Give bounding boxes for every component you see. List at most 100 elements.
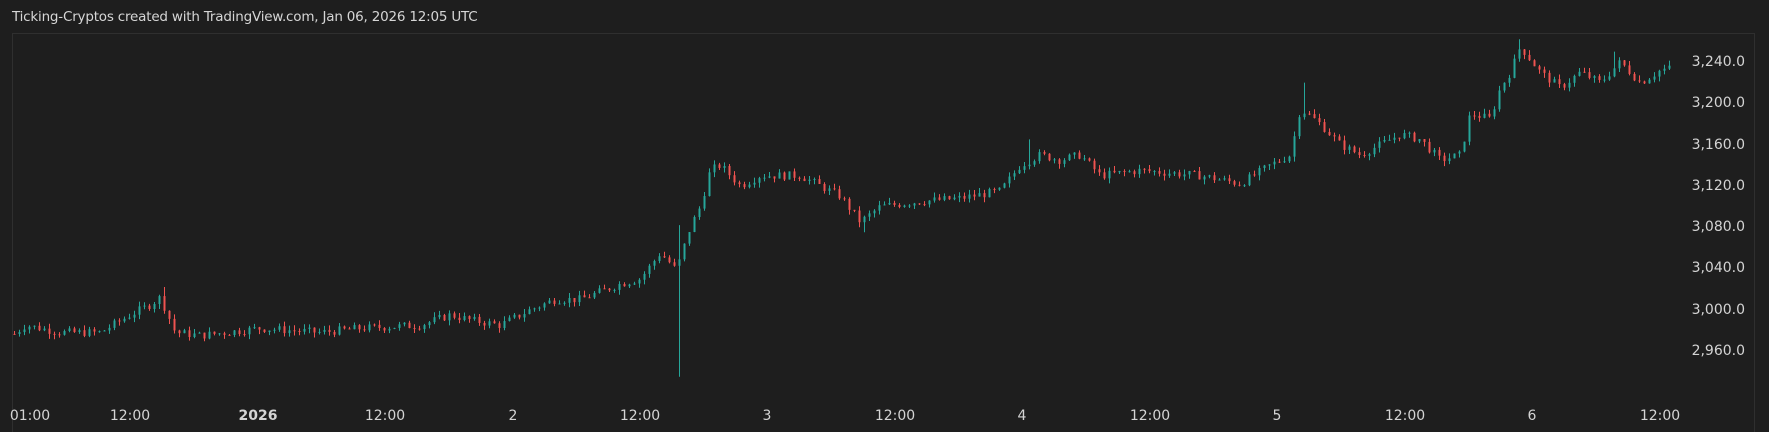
- candle-body: [488, 321, 491, 326]
- candle-body: [938, 197, 941, 200]
- candle-body: [328, 329, 331, 332]
- candle-body: [903, 205, 906, 207]
- candle-body: [1413, 132, 1416, 142]
- candle-body: [1083, 158, 1086, 160]
- candle-body: [48, 328, 51, 334]
- candle-body: [1378, 141, 1381, 148]
- candle-body: [878, 205, 881, 211]
- candle-body: [498, 323, 501, 328]
- candle-body: [1638, 80, 1641, 82]
- candle-body: [698, 208, 701, 218]
- candle-body: [1338, 136, 1341, 141]
- candle-body: [288, 330, 291, 334]
- candle-body: [253, 327, 256, 329]
- candle-body: [928, 200, 931, 205]
- candle-body: [983, 193, 986, 198]
- candle-body: [1333, 135, 1336, 137]
- candle-body: [213, 331, 216, 334]
- candle-body: [1658, 70, 1661, 77]
- candle-body: [563, 302, 566, 304]
- candle-body: [1113, 170, 1116, 173]
- candle-body: [298, 330, 301, 332]
- candle-body: [793, 171, 796, 178]
- candle-body: [163, 296, 166, 311]
- candle-body: [188, 330, 191, 338]
- candle-body: [1158, 171, 1161, 174]
- candle-body: [283, 326, 286, 334]
- candle-body: [1403, 133, 1406, 139]
- candle-body: [103, 330, 106, 332]
- candle-body: [943, 196, 946, 200]
- candle-body: [373, 324, 376, 326]
- chart-title: Ticking-Cryptos created with TradingView…: [12, 9, 478, 25]
- candle-body: [1518, 49, 1521, 59]
- candle-body: [458, 317, 461, 321]
- candle-body: [418, 328, 421, 330]
- time-tick-label: 12:00: [1639, 408, 1681, 424]
- candle-body: [108, 327, 111, 331]
- candle-body: [123, 318, 126, 322]
- candle-body: [608, 288, 611, 291]
- candle-body: [1198, 171, 1201, 180]
- candle-body: [1033, 161, 1036, 165]
- candle-body: [1383, 139, 1386, 142]
- candle-body: [178, 330, 181, 334]
- candle-body: [1408, 132, 1411, 134]
- candle-body: [1453, 153, 1456, 159]
- candle-body: [768, 176, 771, 178]
- candle-body: [653, 260, 656, 266]
- chart-frame[interactable]: [12, 33, 1755, 432]
- candle-body: [823, 183, 826, 191]
- candle-body: [93, 329, 96, 332]
- candle-body: [853, 209, 856, 211]
- candle-body: [223, 333, 226, 335]
- candle-body: [918, 203, 921, 205]
- candle-body: [463, 316, 466, 321]
- candle-body: [1133, 171, 1136, 175]
- candle-body: [748, 184, 751, 188]
- candle-body: [888, 202, 891, 205]
- candle-body: [613, 289, 616, 291]
- candle-body: [803, 178, 806, 181]
- candle-body: [1283, 161, 1286, 163]
- candle-body: [1278, 161, 1281, 163]
- candle-body: [1643, 81, 1646, 84]
- candle-body: [833, 188, 836, 190]
- candle-body: [1618, 60, 1621, 69]
- candle-body: [863, 216, 866, 223]
- candle-body: [1543, 69, 1546, 73]
- candle-body: [1368, 154, 1371, 156]
- candle-body: [1078, 152, 1081, 159]
- candle-body: [813, 179, 816, 181]
- candle-body: [778, 172, 781, 179]
- candle-body: [1463, 141, 1466, 152]
- candle-body: [58, 334, 61, 336]
- candle-body: [1328, 131, 1331, 136]
- candle-body: [23, 329, 26, 333]
- candle-body: [668, 257, 671, 263]
- candle-body: [578, 295, 581, 303]
- candle-body: [1443, 155, 1446, 162]
- candle-body: [1178, 172, 1181, 177]
- candle-body: [1313, 114, 1316, 119]
- price-tick-label: 3,200.0: [1691, 95, 1745, 112]
- candle-body: [333, 331, 336, 335]
- candle-body: [308, 327, 311, 329]
- candle-body: [1648, 79, 1651, 84]
- time-tick-label: 01:00: [9, 408, 51, 424]
- candle-body: [703, 196, 706, 209]
- candle-body: [73, 328, 76, 333]
- candle-body: [68, 328, 71, 332]
- candle-body: [398, 324, 401, 328]
- candle-body: [1108, 170, 1111, 179]
- candle-body: [433, 317, 436, 323]
- candle-body: [1468, 115, 1471, 142]
- candle-body: [728, 165, 731, 176]
- candle-body: [1103, 172, 1106, 179]
- candle-body: [663, 256, 666, 258]
- candle-body: [1503, 82, 1506, 91]
- time-tick-label: 3: [762, 408, 772, 424]
- candle-body: [858, 210, 861, 223]
- candle-body: [368, 324, 371, 331]
